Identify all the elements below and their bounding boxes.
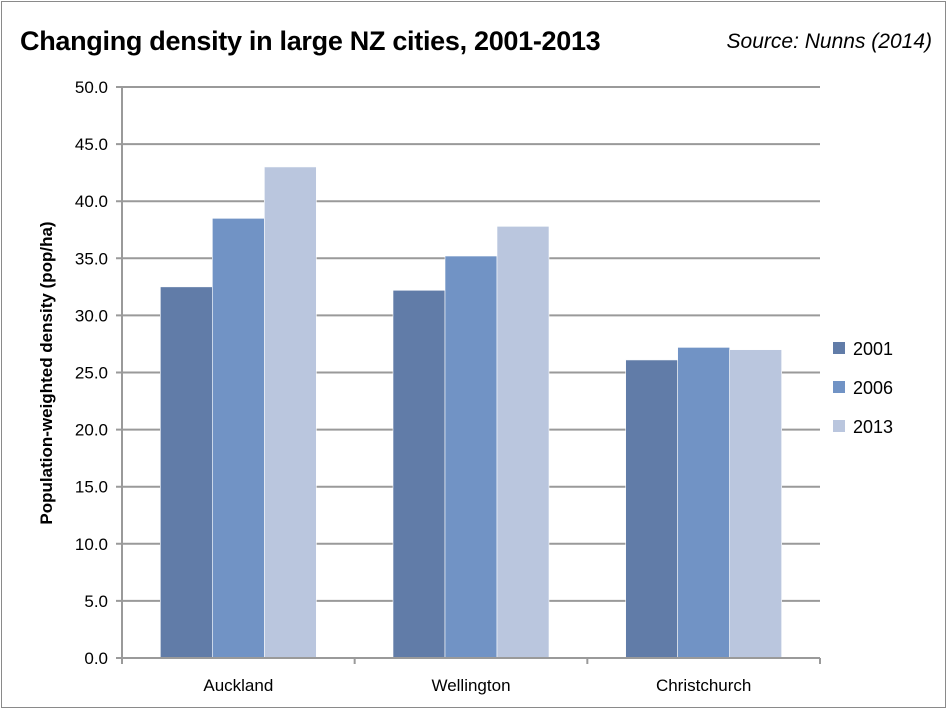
y-tick-label: 0.0 [84, 649, 108, 668]
bar-2006-christchurch [677, 347, 730, 659]
y-tick-label: 40.0 [75, 192, 108, 211]
x-tick-label: Wellington [431, 676, 510, 695]
y-tick-label: 15.0 [75, 478, 108, 497]
bar-2001-wellington [392, 289, 446, 659]
y-tick-label: 50.0 [75, 78, 108, 97]
legend-label: 2001 [853, 339, 893, 359]
legend-swatch-2013 [833, 420, 845, 432]
y-tick-label: 30.0 [75, 306, 108, 325]
bar-2013-auckland [264, 166, 317, 659]
chart-title: Changing density in large NZ cities, 200… [20, 26, 601, 56]
legend-swatch-2006 [833, 381, 845, 393]
legend-swatch-2001 [833, 342, 845, 354]
bar-2006-auckland [212, 218, 265, 659]
y-tick-label: 20.0 [75, 421, 108, 440]
x-tick-label: Auckland [203, 676, 273, 695]
legend-label: 2013 [853, 417, 893, 437]
bar-2001-auckland [160, 286, 213, 659]
bar-2013-christchurch [729, 349, 782, 659]
bar-2013-wellington [496, 226, 550, 659]
bar-2001-christchurch [625, 359, 678, 659]
y-tick-label: 45.0 [75, 135, 108, 154]
bar-2006-wellington [444, 255, 498, 659]
y-tick-label: 35.0 [75, 249, 108, 268]
y-tick-label: 25.0 [75, 364, 108, 383]
y-tick-label: 5.0 [84, 592, 108, 611]
legend-label: 2006 [853, 378, 893, 398]
chart-source: Source: Nunns (2014) [726, 30, 932, 53]
y-tick-label: 10.0 [75, 535, 108, 554]
y-axis-label: Population-weighted density (pop/ha) [37, 221, 56, 524]
x-tick-label: Christchurch [656, 676, 751, 695]
